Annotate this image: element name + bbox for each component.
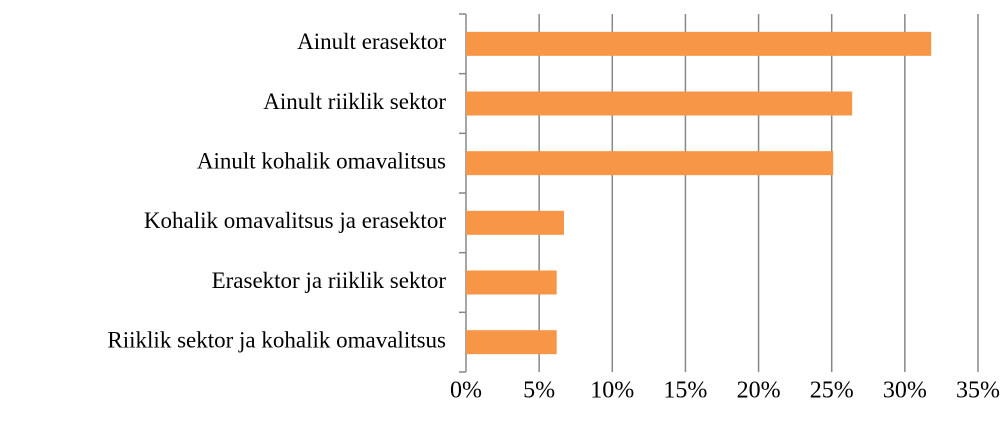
x-tick-label: 0% [450,378,482,404]
x-tick-label: 25% [810,378,854,404]
y-tick-label: Kohalik omavalitsus ja erasektor [144,208,446,233]
y-tick-label: Ainult kohalik omavalitsus [197,148,446,173]
y-tick-label: Ainult erasektor [297,29,446,54]
x-tick-label: 30% [883,378,927,404]
y-tick-label: Ainult riiklik sektor [263,89,446,114]
bar [466,151,834,176]
x-tick-label: 35% [956,378,1000,404]
x-tick-label: 15% [663,378,707,404]
bar [466,31,932,56]
bar [466,91,853,116]
y-tick-label: Riiklik sektor ja kohalik omavalitsus [107,327,446,352]
bar [466,210,565,235]
bar [466,270,557,295]
x-tick-label: 5% [523,378,555,404]
x-tick-label: 20% [737,378,781,404]
bar [466,330,557,355]
x-tick-label: 10% [590,378,634,404]
y-tick-label: Erasektor ja riiklik sektor [212,268,447,293]
